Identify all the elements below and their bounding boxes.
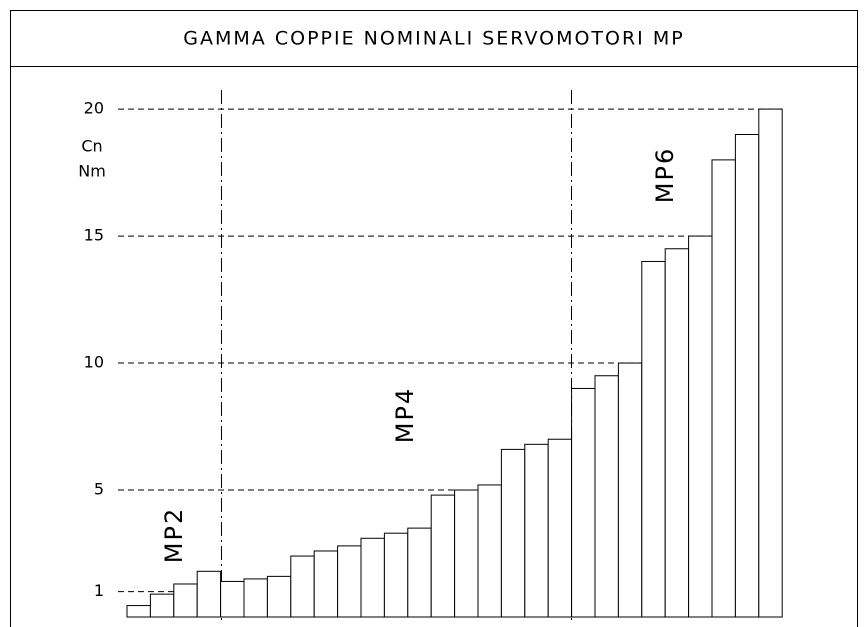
bar	[688, 235, 713, 618]
bar	[664, 248, 690, 618]
bar	[430, 494, 456, 618]
y-tick-label: 1	[94, 581, 104, 600]
bar	[758, 108, 783, 618]
bar	[126, 605, 151, 618]
bar	[360, 537, 385, 618]
y-tick-label: 10	[84, 353, 104, 372]
bar	[571, 387, 596, 618]
y-axis-label: Nm	[78, 162, 106, 181]
bar	[454, 489, 479, 618]
chart-title: GAMMA COPPIE NOMINALI SERVOMOTORI MP	[183, 28, 684, 50]
bar	[641, 260, 666, 618]
annotation: MP6	[651, 147, 679, 203]
annotation: MP4	[391, 387, 419, 443]
bar	[313, 550, 339, 618]
frame	[10, 10, 858, 627]
bar	[524, 443, 549, 618]
bar	[734, 133, 760, 618]
bar	[617, 362, 643, 618]
bar	[290, 555, 315, 618]
bar	[196, 570, 222, 618]
bar	[266, 575, 292, 618]
bar	[337, 545, 362, 618]
y-tick-label: 5	[94, 480, 104, 499]
bar	[477, 484, 502, 618]
y-tick-label: 20	[84, 99, 104, 118]
bar	[220, 580, 245, 618]
annotation: MP2	[160, 507, 188, 563]
bar	[149, 593, 175, 618]
bar	[711, 159, 736, 618]
bar	[547, 438, 573, 618]
bar	[243, 578, 268, 618]
y-axis-label: Cn	[81, 137, 102, 156]
bar	[594, 375, 619, 618]
y-tick-label: 15	[84, 226, 104, 245]
bar	[383, 532, 409, 618]
bar	[173, 583, 198, 618]
bar	[500, 448, 526, 618]
bar	[407, 527, 432, 618]
